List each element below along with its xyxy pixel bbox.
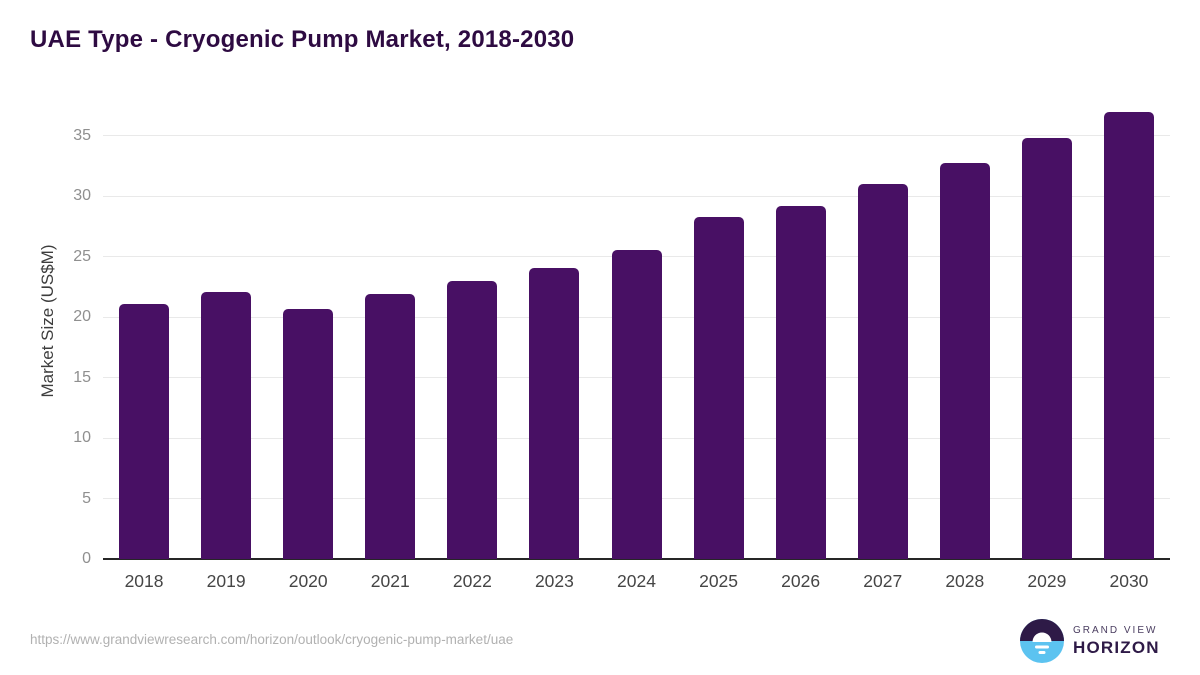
y-tick-label: 5 <box>82 489 91 507</box>
x-tick-label: 2022 <box>452 571 492 591</box>
y-tick-label: 25 <box>73 247 91 265</box>
gridline <box>103 195 1170 197</box>
x-tick-label: 2027 <box>863 571 903 591</box>
x-tick-label: 2030 <box>1109 571 1149 591</box>
y-tick-label: 30 <box>73 187 91 205</box>
bar-2020 <box>283 308 334 559</box>
x-tick-label: 2024 <box>617 571 656 591</box>
source-url: https://www.grandviewresearch.com/horizo… <box>30 632 514 647</box>
bar-2024 <box>611 249 662 559</box>
x-tick-label: 2020 <box>288 571 328 591</box>
bar-2026 <box>775 206 826 559</box>
y-tick-label: 15 <box>73 368 91 386</box>
x-axis-line <box>103 558 1170 560</box>
y-tick-label: 0 <box>82 550 91 567</box>
bar-2028 <box>939 162 990 559</box>
brand-name-top: GRAND VIEW <box>1073 624 1158 636</box>
y-tick-label: 10 <box>73 429 91 447</box>
x-tick-label: 2026 <box>781 571 821 591</box>
brand-logo-text: GRAND VIEW HORIZON <box>1073 625 1160 658</box>
gridline <box>103 135 1170 137</box>
bar-2022 <box>447 280 498 559</box>
x-tick-label: 2029 <box>1027 571 1067 591</box>
y-tick-label: 35 <box>73 126 91 144</box>
x-tick-label: 2023 <box>534 571 574 591</box>
bar-2019 <box>201 291 252 559</box>
bar-2027 <box>857 184 908 559</box>
bar-2029 <box>1021 138 1072 559</box>
brand-name-bottom: HORIZON <box>1073 637 1160 657</box>
chart-title: UAE Type - Cryogenic Pump Market, 2018-2… <box>30 26 575 53</box>
plot-area: 0 5 10 15 20 25 30 35 2018 2019 2020 2021 2022 2023 20… <box>73 96 1170 591</box>
x-tick-label: 2019 <box>206 571 246 591</box>
x-tick-label: 2018 <box>124 571 164 591</box>
bar-2025 <box>693 216 744 559</box>
bar-2023 <box>529 267 580 559</box>
bar-2018 <box>119 303 170 559</box>
x-tick-label: 2028 <box>945 571 985 591</box>
horizon-sun-icon <box>1020 619 1064 663</box>
x-tick-label: 2021 <box>370 571 410 591</box>
bar-2030 <box>1103 111 1154 559</box>
brand-logo: GRAND VIEW HORIZON <box>1020 619 1160 663</box>
bar-2021 <box>365 294 416 559</box>
x-tick-label: 2025 <box>699 571 739 591</box>
y-tick-label: 20 <box>73 308 91 326</box>
